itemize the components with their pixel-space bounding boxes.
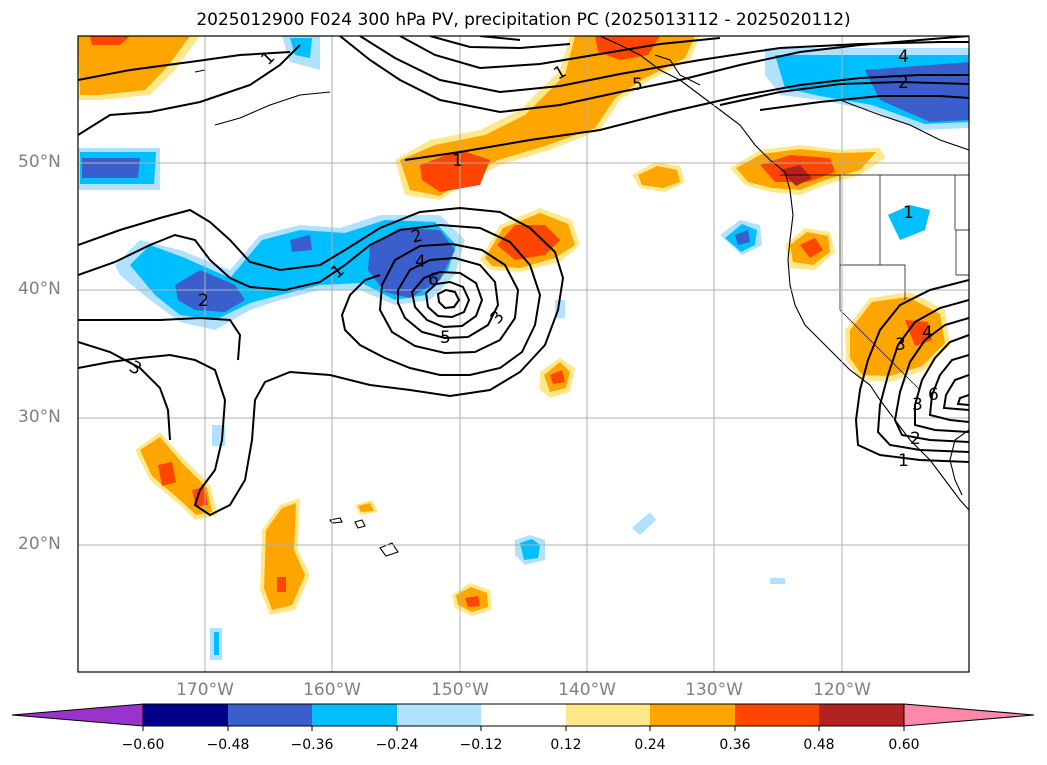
map-area: 1 1 5 4 2 1 1 2 4 6 3 5 2 3 1 3 4 6 3 2 … <box>78 36 969 672</box>
contour-label: 2 <box>409 226 425 248</box>
colorbar-bin <box>819 704 904 726</box>
colorbar-tick-label: 0.12 <box>550 737 582 753</box>
contour-label: 1 <box>903 203 914 223</box>
colorbar-tick-label: 0.48 <box>803 737 835 753</box>
colorbar-tick-label: 0.60 <box>888 737 920 753</box>
colorbar-bin <box>312 704 397 726</box>
colorbar-extend-low <box>11 703 144 727</box>
contour-label: 4 <box>898 47 909 67</box>
colorbar-tick-label: −0.24 <box>375 737 419 753</box>
lon-label: 130°W <box>685 680 743 700</box>
colorbar-bin <box>397 704 481 726</box>
contour-label: 3 <box>912 395 923 415</box>
contour-label: 1 <box>898 451 909 471</box>
contour-label: 4 <box>922 323 933 343</box>
colorbar-bin <box>566 704 650 726</box>
colorbar-bin <box>735 704 819 726</box>
plot-frame <box>77 35 970 673</box>
colorbar-tick-label: 0.36 <box>719 737 751 753</box>
contour-label: 2 <box>898 73 909 93</box>
map-title: 2025012900 F024 300 hPa PV, precipitatio… <box>196 10 851 30</box>
colorbar <box>11 703 1035 731</box>
lat-label: 50°N <box>18 152 61 172</box>
colorbar-bin <box>143 704 228 726</box>
borders <box>780 174 969 391</box>
colorbar-tick-label: −0.36 <box>290 737 334 753</box>
lon-label: 140°W <box>558 680 616 700</box>
lon-label: 160°W <box>303 680 361 700</box>
colorbar-tick-label: −0.12 <box>459 737 503 753</box>
lat-label: 30°N <box>18 407 61 427</box>
contour-label: 1 <box>452 151 463 171</box>
pv-contours <box>78 36 969 517</box>
lat-label: 40°N <box>18 279 61 299</box>
colorbar-extend-high <box>903 703 1035 727</box>
contour-label: 6 <box>428 270 439 290</box>
colorbar-tick-label: −0.48 <box>206 737 250 753</box>
contour-label: 5 <box>632 75 643 95</box>
lon-label: 170°W <box>176 680 234 700</box>
colorbar-tick-label: 0.24 <box>634 737 666 753</box>
contour-label: 5 <box>440 328 451 348</box>
contour-label: 2 <box>198 291 209 311</box>
colorbar-bin <box>650 704 735 726</box>
lat-label: 20°N <box>18 534 61 554</box>
contour-label: 2 <box>910 429 921 449</box>
lon-label: 120°W <box>813 680 871 700</box>
contour-label: 6 <box>928 385 939 405</box>
colorbar-bin <box>228 704 312 726</box>
graticule <box>78 36 969 672</box>
colorbar-tick-label: −0.60 <box>121 737 165 753</box>
colorbar-bin <box>481 704 566 726</box>
contour-label: 3 <box>895 335 906 355</box>
contour-label: 4 <box>415 252 426 272</box>
lon-label: 150°W <box>431 680 489 700</box>
contour-labels: 1 1 5 4 2 1 1 2 4 6 3 5 2 3 1 3 4 6 3 2 … <box>126 47 939 471</box>
